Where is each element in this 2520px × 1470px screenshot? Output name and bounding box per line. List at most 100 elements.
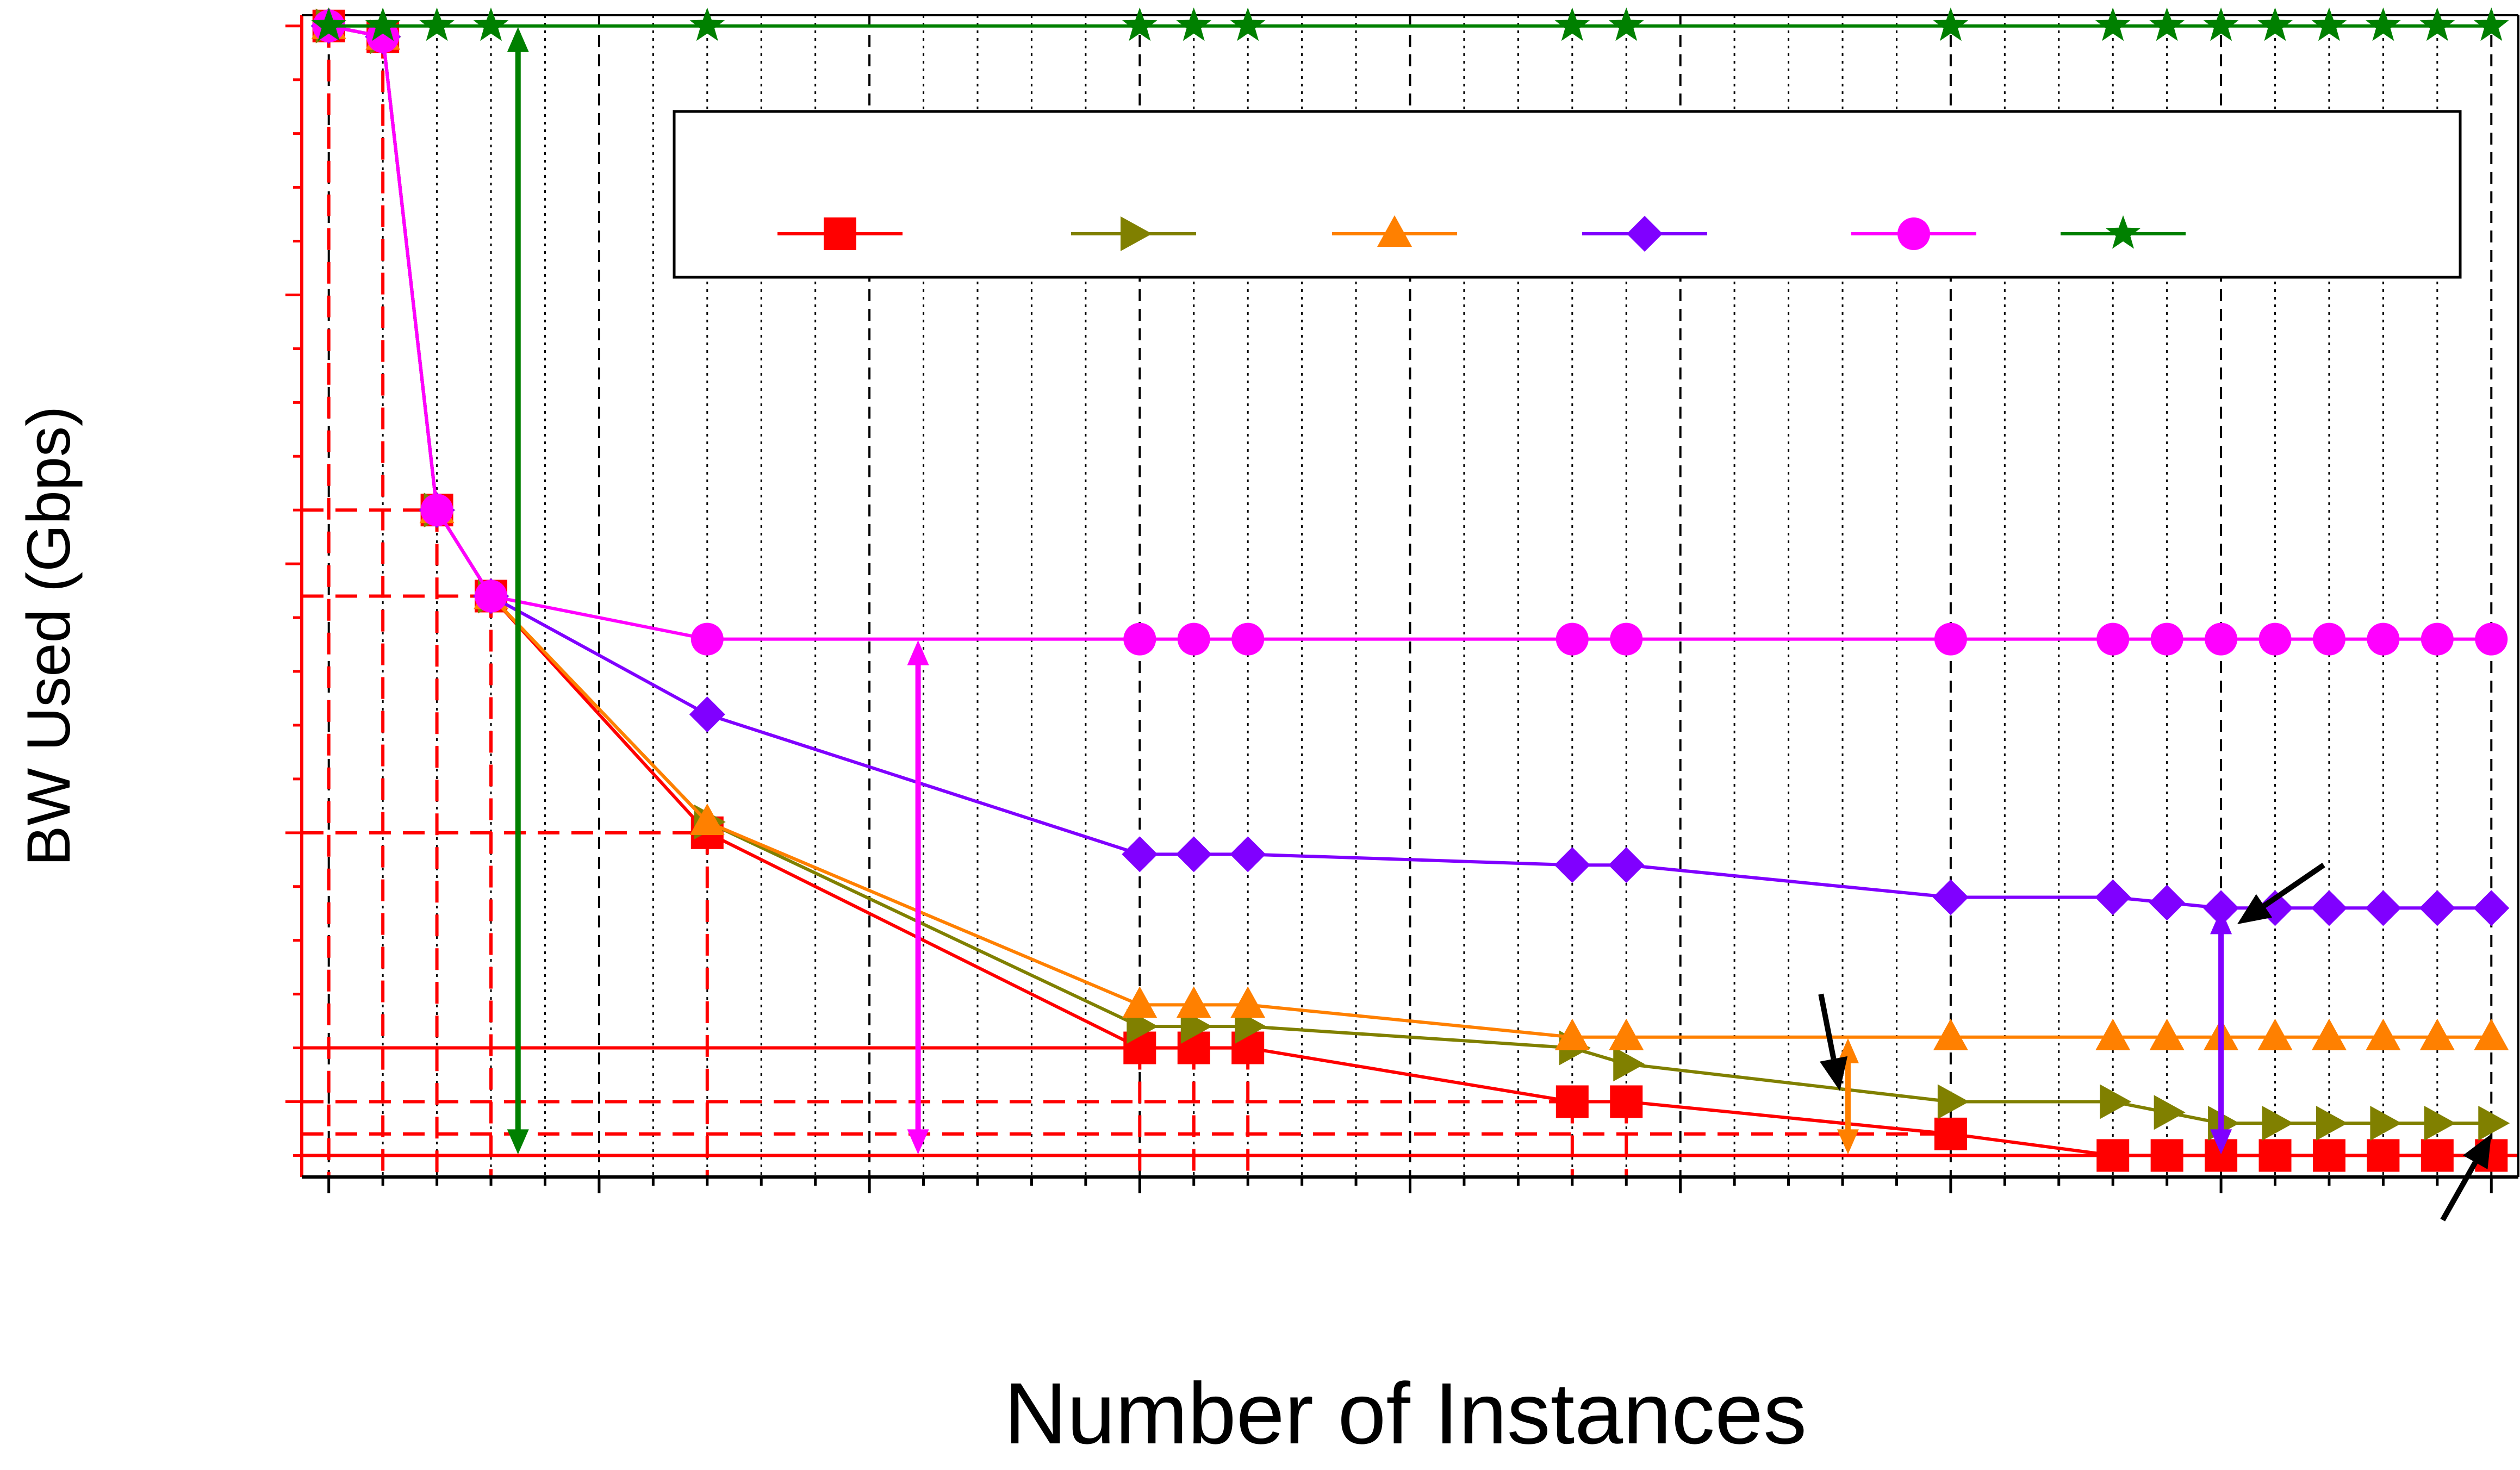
data-point: [365, 7, 401, 41]
arrow-head: [1837, 1038, 1859, 1063]
series-k-1: [311, 7, 2509, 41]
data-point: [689, 7, 725, 41]
data-point: [2475, 622, 2508, 656]
data-point: [1176, 7, 1212, 41]
legend-swatch-marker: [824, 217, 856, 250]
data-point: [2419, 7, 2455, 41]
data-point: [420, 494, 453, 527]
legend-swatch-marker: [1627, 216, 1663, 252]
data-point: [2262, 1106, 2294, 1141]
data-point: [1613, 1047, 1645, 1082]
data-point: [2149, 1018, 2185, 1050]
annotations: [507, 27, 2492, 1222]
data-point: [1610, 622, 1643, 656]
data-point: [2366, 7, 2401, 41]
data-point: [1932, 879, 1969, 915]
data-point: [475, 580, 508, 613]
data-point: [1554, 7, 1590, 41]
data-point: [1177, 622, 1210, 656]
grid-lines: [327, 15, 2493, 1177]
data-point: [690, 622, 724, 656]
data-point: [2258, 1139, 2292, 1172]
data-point: [2311, 7, 2347, 41]
data-point: [1123, 622, 1156, 656]
data-point: [1933, 1018, 1968, 1050]
data-point: [2366, 1018, 2401, 1050]
pointer-arrow-head: [1820, 1056, 1848, 1091]
y-axis-title: BW Used (Gbps): [15, 406, 83, 866]
data-point: [2205, 622, 2238, 656]
axis-ticks: [285, 24, 2493, 1193]
data-point: [2095, 1018, 2131, 1050]
arrow-head: [2210, 909, 2232, 935]
data-point: [2311, 1018, 2347, 1050]
data-point: [2419, 1018, 2455, 1050]
data-point: [419, 7, 455, 41]
data-point: [1231, 622, 1265, 656]
data-point: [1933, 7, 1969, 41]
pointer-arrow-line: [1818, 993, 1837, 1060]
data-point: [2149, 7, 2185, 41]
data-point: [311, 7, 347, 41]
data-point: [2258, 622, 2292, 656]
data-point: [1555, 1085, 1589, 1118]
x-axis-title: Number of Instances: [1004, 1365, 1807, 1462]
data-point: [1230, 7, 1266, 41]
data-point: [1122, 836, 1158, 873]
data-point: [1122, 986, 1158, 1018]
arrow-head: [507, 1129, 529, 1155]
data-point: [1937, 1084, 1969, 1119]
legend: [673, 110, 2462, 279]
data-point: [1610, 1085, 1643, 1118]
data-point: [2154, 1095, 2186, 1130]
data-point: [689, 696, 725, 733]
data-point: [1934, 622, 1967, 656]
arrow-head: [907, 640, 929, 665]
data-point: [2150, 622, 2183, 656]
data-point: [2257, 1018, 2293, 1050]
data-point: [2203, 7, 2239, 41]
data-point: [2419, 890, 2455, 926]
data-point: [2424, 1106, 2456, 1141]
arrow-head: [2210, 1129, 2232, 1155]
data-point: [1608, 847, 1645, 883]
data-point: [473, 7, 509, 41]
data-point: [2367, 1139, 2400, 1172]
data-point: [2365, 890, 2401, 926]
data-point: [1175, 836, 1212, 873]
data-point: [2478, 1106, 2510, 1141]
data-point: [2474, 1018, 2509, 1050]
data-point: [1554, 1018, 1590, 1050]
data-point: [366, 20, 400, 53]
data-point: [2150, 1139, 2183, 1172]
data-point: [689, 803, 725, 836]
data-point: [2096, 622, 2130, 656]
legend-swatch-marker: [2105, 215, 2141, 249]
data-point: [2312, 622, 2345, 656]
data-point: [2316, 1106, 2348, 1141]
data-series: [310, 7, 2510, 1172]
data-point: [2370, 1106, 2402, 1141]
data-point: [2312, 1139, 2345, 1172]
data-point: [2473, 7, 2509, 41]
data-point: [2100, 1084, 2132, 1119]
data-point: [2367, 622, 2400, 656]
arrow-head: [907, 1129, 929, 1155]
data-point: [2311, 890, 2347, 926]
pointer-arrow-line: [2262, 863, 2325, 908]
data-point: [1608, 7, 1644, 41]
data-point: [2095, 879, 2131, 915]
data-point: [2473, 890, 2510, 926]
data-point: [1555, 622, 1589, 656]
data-point: [2095, 7, 2131, 41]
data-point: [1176, 986, 1211, 1018]
data-point: [1934, 1117, 1967, 1150]
data-point: [2421, 622, 2454, 656]
data-point: [1122, 7, 1158, 41]
data-point: [1230, 836, 1266, 873]
legend-box: [673, 110, 2462, 279]
legend-swatch-marker: [1377, 215, 1412, 247]
data-point: [2096, 1139, 2130, 1172]
data-point: [2421, 1139, 2454, 1172]
